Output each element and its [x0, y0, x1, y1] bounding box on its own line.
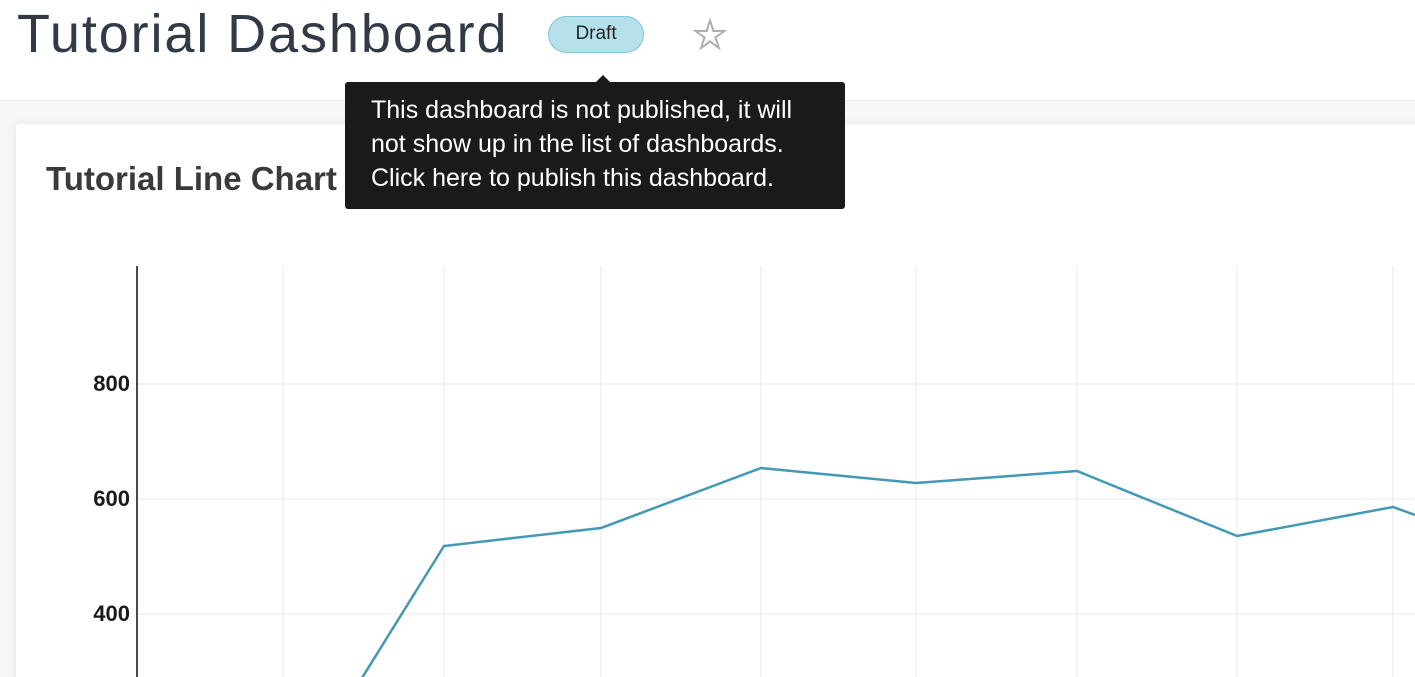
svg-text:600: 600	[93, 486, 130, 511]
svg-text:800: 800	[93, 371, 130, 396]
svg-text:400: 400	[93, 601, 130, 626]
